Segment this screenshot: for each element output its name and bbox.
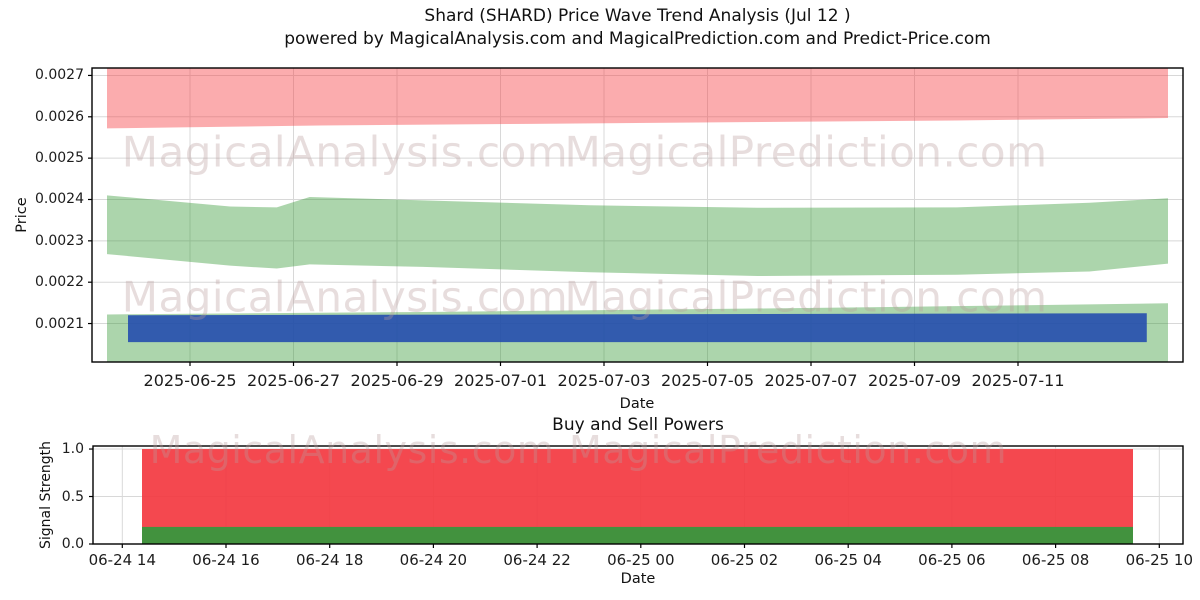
date-axis-label-bottom: Date xyxy=(620,571,656,587)
y-tick-label-top: 0.0023 xyxy=(35,232,84,249)
resistance-band xyxy=(107,68,1168,129)
y-tick-label-top: 0.0025 xyxy=(35,150,84,167)
axes-top-frame xyxy=(91,67,1184,363)
watermark-text: MagicalPrediction.com xyxy=(564,127,1048,177)
watermark-text: MagicalAnalysis.com xyxy=(121,272,569,322)
x-tick-label-top: 2025-06-27 xyxy=(247,371,340,390)
x-tick-label-bottom: 06-24 16 xyxy=(192,551,260,569)
y-tick-label-top: 0.0027 xyxy=(35,67,84,84)
x-tick-label-top: 2025-07-09 xyxy=(868,371,961,390)
bottom-chart-title: Buy and Sell Powers xyxy=(552,415,724,435)
x-tick-label-top: 2025-06-25 xyxy=(143,371,237,390)
buy-power xyxy=(142,526,1133,544)
x-tick-label-bottom: 06-25 08 xyxy=(1021,551,1090,569)
x-tick-label-top: 2025-07-11 xyxy=(971,371,1065,390)
x-tick-label-top: 2025-07-05 xyxy=(661,371,754,390)
x-tick-label-bottom: 06-24 20 xyxy=(399,551,468,569)
x-tick-label-bottom: 06-25 10 xyxy=(1125,551,1194,569)
x-tick-label-top: 2025-07-01 xyxy=(454,371,547,390)
x-tick-label-top: 2025-06-29 xyxy=(350,371,444,390)
date-axis-label-top: Date xyxy=(619,396,655,412)
y-tick-label-bottom: 0.0 xyxy=(61,536,84,552)
y-tick-label-bottom: 1.0 xyxy=(61,441,84,458)
chart-title: Shard (SHARD) Price Wave Trend Analysis … xyxy=(424,6,851,26)
x-tick-label-bottom: 06-24 18 xyxy=(295,551,364,569)
signal-bar xyxy=(128,313,1147,343)
y-tick-label-top: 0.0024 xyxy=(35,191,84,208)
trend-band xyxy=(107,195,1168,276)
y-tick-label-top: 0.0022 xyxy=(35,274,84,291)
y-tick-label-top: 0.0026 xyxy=(35,108,84,125)
x-tick-label-bottom: 06-24 22 xyxy=(503,551,571,569)
x-tick-label-bottom: 06-25 04 xyxy=(814,551,882,569)
x-tick-label-top: 2025-07-03 xyxy=(557,371,651,390)
watermark-text: MagicalPrediction.com xyxy=(569,428,1007,472)
chart-subtitle: powered by MagicalAnalysis.com and Magic… xyxy=(284,29,991,49)
watermark-text: MagicalAnalysis.com xyxy=(149,428,555,472)
x-tick-label-bottom: 06-24 14 xyxy=(88,551,157,569)
y-tick-label-bottom: 0.5 xyxy=(61,488,84,505)
watermark-text: MagicalPrediction.com xyxy=(564,272,1048,322)
x-tick-label-top: 2025-07-07 xyxy=(764,371,858,390)
x-tick-label-bottom: 06-25 02 xyxy=(710,551,779,569)
x-tick-label-bottom: 06-25 00 xyxy=(607,551,675,569)
y-tick-label-top: 0.0021 xyxy=(35,315,84,332)
x-tick-label-bottom: 06-25 06 xyxy=(918,551,986,569)
watermark-text: MagicalAnalysis.com xyxy=(121,127,569,177)
axes-bottom-frame xyxy=(92,445,1184,545)
